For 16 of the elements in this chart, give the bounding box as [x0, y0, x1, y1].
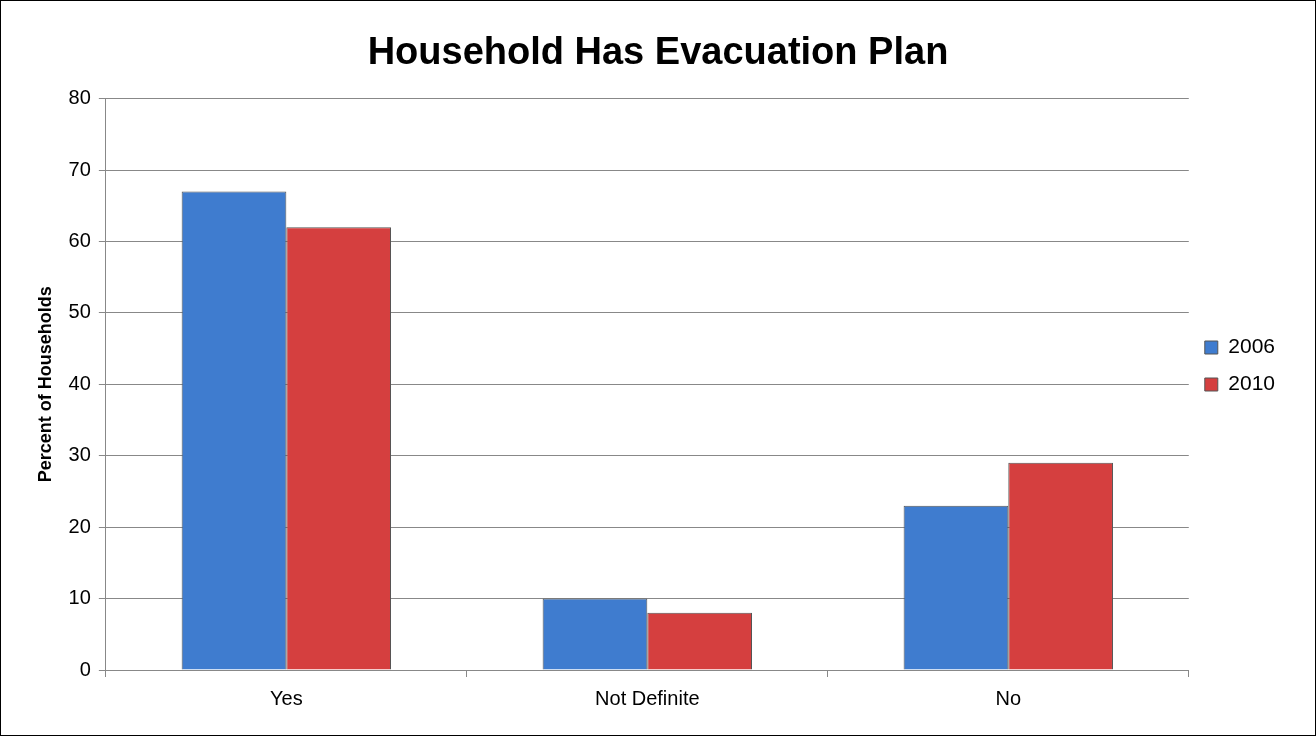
y-tick-label: 10 [68, 586, 91, 609]
legend-label: 2006 [1228, 334, 1275, 358]
y-tick-label: 80 [68, 86, 91, 109]
legend-label: 2010 [1228, 371, 1275, 395]
chart-title: Household Has Evacuation Plan [367, 30, 949, 73]
x-tick-label: Not Definite [595, 686, 700, 709]
y-tick-label: 30 [68, 443, 91, 466]
x-tick-label: No [995, 686, 1022, 709]
y-tick-label: 70 [68, 157, 91, 180]
y-tick-label: 50 [68, 300, 91, 323]
x-tick-label: Yes [270, 686, 303, 709]
y-tick-label: 60 [68, 228, 91, 251]
y-tick-label: 40 [68, 371, 91, 394]
y-axis-title: Percent of Households [34, 286, 55, 483]
y-tick-label: 20 [68, 514, 91, 537]
y-tick-label: 0 [79, 657, 91, 680]
